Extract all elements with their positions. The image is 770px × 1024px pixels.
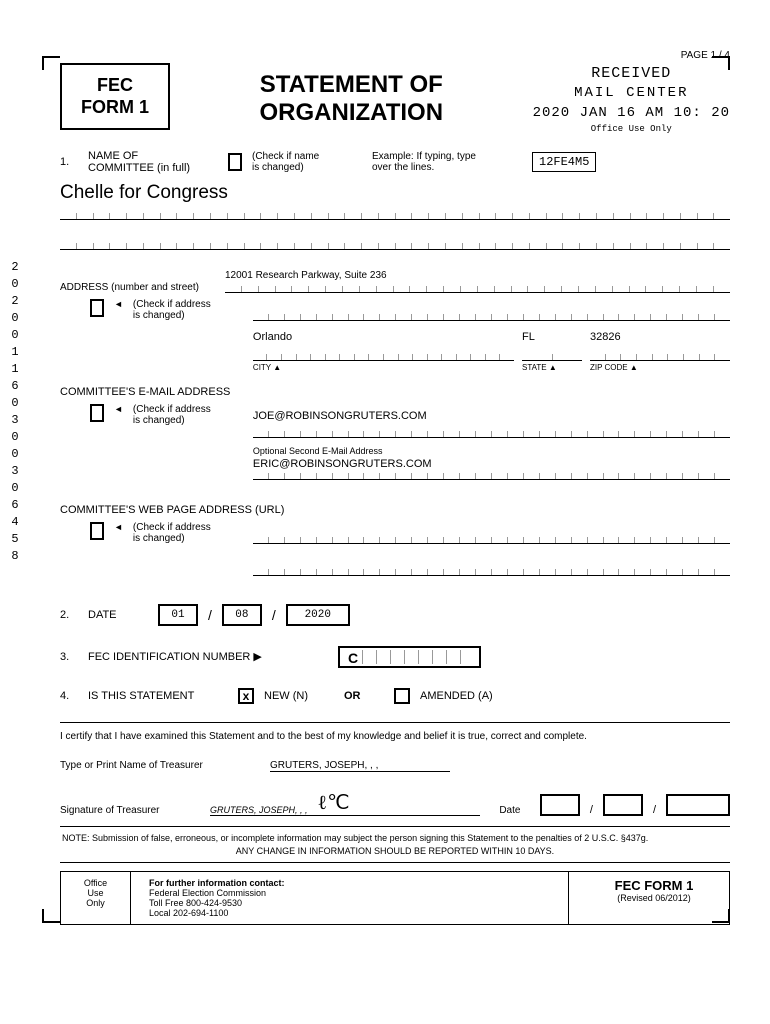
date-mm[interactable]: 01 [158, 604, 198, 626]
email-changed-checkbox[interactable] [90, 404, 104, 422]
section-1-num: 1. [60, 156, 78, 168]
sig-date-dd[interactable] [603, 794, 643, 816]
name-changed-label1: (Check if name [252, 151, 362, 162]
email-secondary-value: ERIC@ROBINSONGRUTERS.COM [253, 458, 730, 470]
received-stamp: RECEIVED MAIL CENTER 2020 JAN 16 AM 10: … [533, 63, 730, 136]
zip-field[interactable] [590, 341, 730, 361]
title-line1: STATEMENT OF [190, 71, 513, 99]
statement-amended-checkbox[interactable] [394, 688, 410, 704]
city-field[interactable] [253, 341, 514, 361]
email-changed-label2: is changed) [133, 415, 243, 426]
note-line2: ANY CHANGE IN INFORMATION SHOULD BE REPO… [62, 846, 728, 856]
section-2-num: 2. [60, 609, 78, 621]
url-heading: COMMITTEE'S WEB PAGE ADDRESS (URL) [60, 504, 730, 516]
footer-use: Use [69, 888, 122, 898]
email-heading: COMMITTEE'S E-MAIL ADDRESS [60, 386, 730, 398]
zip-value: 32826 [590, 331, 730, 343]
treasurer-sig-printed: GRUTERS, JOSEPH, , , [210, 805, 308, 815]
statement-new-label: NEW (N) [264, 690, 334, 702]
address-changed-label1: (Check if address [133, 299, 243, 310]
form-id-box: FEC FORM 1 [60, 63, 170, 130]
city-label: CITY ▲ [253, 363, 514, 372]
crop-mark-tl [42, 56, 60, 70]
page-number: PAGE 1 / 4 [60, 50, 730, 61]
footer-revised: (Revised 06/2012) [587, 893, 721, 903]
committee-name-label1: NAME OF [88, 150, 218, 162]
footer-only: Only [69, 898, 122, 908]
statement-or: OR [344, 690, 384, 702]
typing-example-2: over the lines. [372, 162, 522, 173]
note-line1: NOTE: Submission of false, erroneous, or… [62, 833, 728, 843]
form-id-line1: FEC [76, 75, 154, 97]
zip-label: ZIP CODE ▲ [590, 363, 730, 372]
committee-name-label2: COMMITTEE (in full) [88, 162, 218, 174]
city-value: Orlando [253, 331, 514, 343]
date-yyyy[interactable]: 2020 [286, 604, 350, 626]
email-changed-label1: (Check if address [133, 404, 243, 415]
url-field-1[interactable] [253, 524, 730, 544]
footer-contact-heading: For further information contact: [149, 878, 560, 888]
fec-id-field[interactable]: C [338, 646, 481, 668]
address-street-field-2[interactable] [253, 301, 730, 321]
state-value: FL [522, 331, 582, 343]
title-line2: ORGANIZATION [190, 99, 513, 127]
state-label: STATE ▲ [522, 363, 582, 372]
signature-icon: ℓ℃ [318, 790, 350, 815]
section-3-num: 3. [60, 651, 78, 663]
footer-office: Office [69, 878, 122, 888]
address-changed-label2: is changed) [133, 310, 243, 321]
url-changed-checkbox[interactable] [90, 522, 104, 540]
url-changed-label2: is changed) [133, 533, 243, 544]
email-optional-label: Optional Second E-Mail Address [253, 446, 730, 456]
footer-local: Local 202-694-1100 [149, 908, 560, 918]
fec-id-prefix: C [344, 650, 363, 664]
url-changed-label1: (Check if address [133, 522, 243, 533]
fec-id-label: FEC IDENTIFICATION NUMBER ▶ [88, 650, 328, 663]
crop-mark-bl [42, 909, 60, 923]
section-4-num: 4. [60, 690, 78, 702]
url-field-2[interactable] [253, 556, 730, 576]
statement-type-label: IS THIS STATEMENT [88, 690, 228, 702]
date-label: DATE [88, 609, 148, 621]
office-use-label: Office Use Only [533, 123, 730, 136]
crop-mark-br [712, 909, 730, 923]
stamp-received: RECEIVED [533, 63, 730, 84]
fec-example-id: 12FE4M5 [532, 152, 596, 172]
name-changed-checkbox[interactable] [228, 153, 242, 171]
stamp-center: MAIL CENTER [533, 84, 730, 104]
email-primary-value: JOE@ROBINSONGRUTERS.COM [253, 410, 730, 422]
crop-mark-tr [712, 56, 730, 70]
certify-text: I certify that I have examined this Stat… [60, 731, 730, 742]
committee-name-field-2[interactable] [60, 230, 730, 250]
treasurer-sig-label: Signature of Treasurer [60, 805, 200, 816]
address-changed-checkbox[interactable] [90, 299, 104, 317]
footer-org: Federal Election Commission [149, 888, 560, 898]
name-changed-label2: is changed) [252, 162, 362, 173]
footer-form-name: FEC FORM 1 [587, 878, 721, 893]
sig-date-yyyy[interactable] [666, 794, 730, 816]
treasurer-print-name[interactable]: GRUTERS, JOSEPH, , , [270, 760, 450, 772]
sig-date-mm[interactable] [540, 794, 580, 816]
treasurer-print-label: Type or Print Name of Treasurer [60, 760, 260, 771]
footer-tollfree: Toll Free 800-424-9530 [149, 898, 560, 908]
state-field[interactable] [522, 341, 582, 361]
statement-new-checkbox[interactable]: x [238, 688, 254, 704]
date-dd[interactable]: 08 [222, 604, 262, 626]
footer: Office Use Only For further information … [60, 871, 730, 925]
typing-example-1: Example: If typing, type [372, 151, 522, 162]
address-label: ADDRESS (number and street) [60, 282, 215, 293]
address-street-value: 12001 Research Parkway, Suite 236 [225, 270, 730, 281]
form-id-line2: FORM 1 [76, 97, 154, 119]
stamp-datetime: 2020 JAN 16 AM 10: 20 [533, 104, 730, 124]
document-title: STATEMENT OF ORGANIZATION [190, 63, 513, 127]
statement-amended-label: AMENDED (A) [420, 690, 493, 702]
sig-date-label: Date [490, 805, 530, 816]
